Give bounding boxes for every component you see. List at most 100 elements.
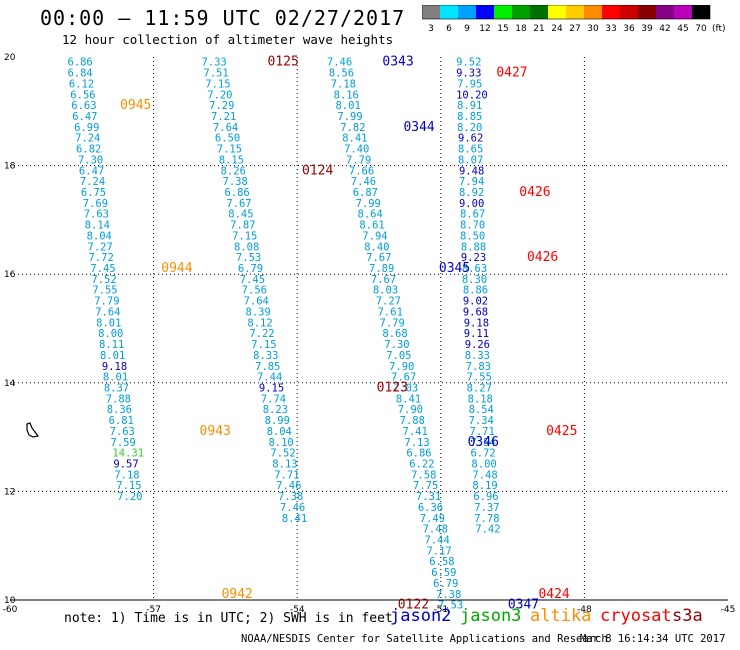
pass-time-label: 0944 — [161, 261, 192, 276]
swh-value: 8.92 — [459, 187, 484, 199]
swh-value: 7.24 — [80, 176, 105, 188]
swh-value: 6.86 — [224, 187, 249, 199]
pass-time-labels: 0945 0944 0943 0942 0125 0124 0123 0122 0343 0344… — [120, 55, 577, 613]
swh-value: 7.15 — [116, 480, 141, 492]
swh-value: 8.01 — [335, 100, 360, 112]
pass-time-label: 0425 — [546, 424, 577, 439]
swh-value: 7.21 — [211, 111, 236, 123]
legend-tick-label: 15 — [497, 24, 508, 34]
swh-value: 9.02 — [463, 296, 488, 308]
swh-value: 7.49 — [420, 513, 445, 525]
swh-value: 8.91 — [457, 100, 482, 112]
swh-value: 7.03 — [393, 382, 418, 394]
swh-value: 8.27 — [467, 382, 492, 394]
swh-value: 10.20 — [456, 89, 488, 101]
swh-value: 8.26 — [221, 165, 246, 177]
swh-value: 7.31 — [416, 491, 441, 503]
swh-value: 14.31 — [112, 448, 144, 460]
swh-value: 7.67 — [371, 274, 396, 286]
legend-tick-label: 36 — [623, 24, 635, 34]
swh-value: 9.11 — [464, 328, 489, 340]
swh-value: 8.07 — [458, 154, 483, 166]
swh-value: 8.68 — [382, 328, 407, 340]
swh-value: 7.05 — [386, 350, 411, 362]
swh-value: 7.48 — [472, 469, 497, 481]
swh-value: 7.90 — [389, 361, 414, 373]
swh-value: 8.33 — [253, 350, 278, 362]
swh-value: 7.44 — [257, 372, 282, 384]
swh-value: 8.67 — [460, 209, 485, 221]
swh-value: 7.48 — [423, 524, 448, 536]
swh-value: 6.59 — [431, 567, 456, 579]
swh-value: 7.55 — [92, 285, 117, 297]
legend-swatch — [674, 5, 692, 19]
legend-tick-label: 21 — [533, 24, 544, 34]
satellite-label-jason3: jason3 — [460, 606, 522, 626]
swh-value: 8.13 — [272, 459, 297, 471]
swh-value: 7.29 — [209, 100, 234, 112]
swh-value: 7.58 — [411, 469, 436, 481]
legend-swatch — [548, 5, 566, 19]
lat-tick-label: 12 — [4, 487, 15, 497]
swh-value: 7.46 — [280, 502, 305, 514]
swh-value: 7.87 — [230, 220, 255, 232]
swh-value: 6.79 — [238, 263, 263, 275]
pass-time-label: 0124 — [302, 163, 333, 178]
swh-value: 8.20 — [457, 122, 482, 134]
swh-value: 7.44 — [425, 535, 450, 547]
swh-value: 8.23 — [263, 404, 288, 416]
swh-value: 7.79 — [380, 317, 405, 329]
swh-value: 9.18 — [464, 317, 489, 329]
swh-value: 7.15 — [232, 230, 257, 242]
swh-value: 7.53 — [438, 600, 463, 612]
lat-tick-label: 10 — [4, 596, 16, 606]
swh-value: 6.36 — [418, 502, 443, 514]
swh-value: 7.46 — [276, 480, 301, 492]
swh-value: 8.01 — [100, 350, 125, 362]
swh-value: 7.99 — [356, 198, 381, 210]
legend-tick-label: 18 — [515, 24, 527, 34]
swh-value: 8.50 — [460, 230, 485, 242]
swh-value: 7.61 — [378, 306, 403, 318]
swh-value: 8.03 — [373, 285, 398, 297]
swh-value: 7.27 — [376, 296, 401, 308]
swh-value: 7.72 — [89, 252, 114, 264]
swh-value: 8.41 — [342, 133, 367, 145]
legend-swatch — [620, 5, 638, 19]
swh-value: 9.33 — [456, 68, 481, 80]
footnote: note: 1) Time is in UTC; 2) SWH is in fe… — [64, 611, 393, 626]
swh-value: 7.63 — [110, 426, 135, 438]
swh-value: 9.48 — [459, 165, 484, 177]
swh-value: 8.12 — [247, 317, 272, 329]
swh-value: 7.69 — [83, 198, 108, 210]
swh-value: 7.83 — [466, 361, 491, 373]
swh-value: 6.63 — [71, 100, 96, 112]
legend-tick-label: 6 — [446, 24, 452, 34]
swh-value: 7.94 — [362, 230, 387, 242]
swh-value: 7.74 — [261, 393, 286, 405]
lon-tick-label: -54 — [290, 605, 305, 615]
map-title: 00:00 – 11:59 UTC 02/27/2017 — [40, 6, 406, 30]
swh-value: 7.79 — [346, 154, 371, 166]
legend-tick-label: 24 — [551, 24, 563, 34]
swh-value: 8.61 — [359, 220, 384, 232]
legend-tick-label: 42 — [659, 24, 670, 34]
legend-tick-label: 39 — [641, 24, 653, 34]
swh-value: 9.00 — [459, 198, 484, 210]
legend-tick-label: 12 — [479, 24, 490, 34]
lon-tick-label: -51 — [433, 605, 448, 615]
pass-time-label: 0343 — [382, 55, 413, 70]
swh-value: 6.86 — [406, 448, 431, 460]
swh-value: 6.50 — [215, 133, 240, 145]
pass-time-label: 0942 — [222, 587, 253, 602]
lon-tick-label: -48 — [577, 605, 592, 615]
swh-value: 7.22 — [249, 328, 274, 340]
legend-swatch — [476, 5, 494, 19]
legend-tick-label: 33 — [605, 24, 616, 34]
pass-time-label: 0426 — [527, 250, 558, 265]
swh-value: 7.90 — [398, 404, 423, 416]
swh-value: 8.14 — [85, 220, 110, 232]
pass-time-label: 0426 — [519, 185, 550, 200]
swh-value: 8.64 — [358, 209, 383, 221]
satellite-label-altika: altika — [530, 606, 592, 626]
